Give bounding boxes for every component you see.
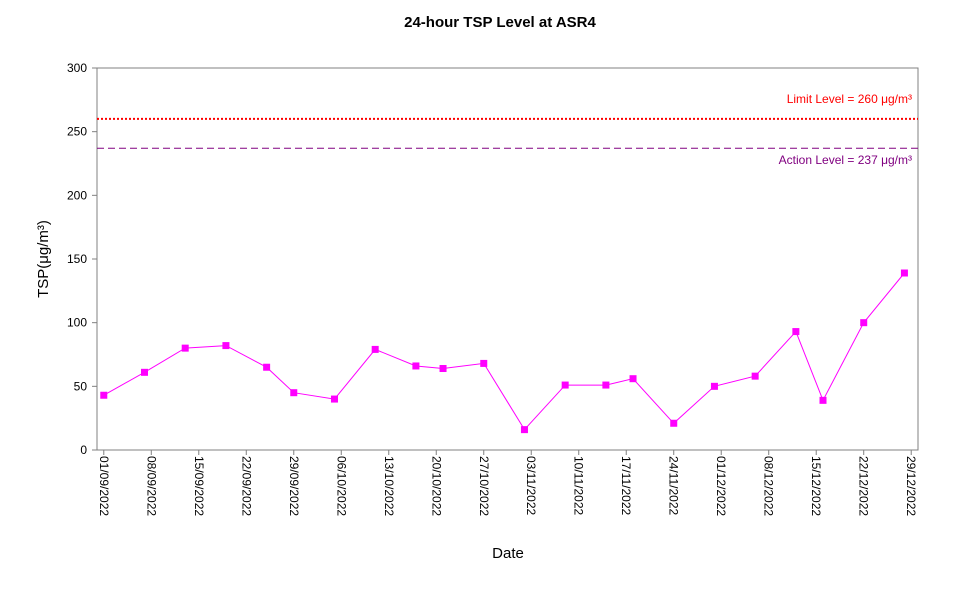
x-tick-label: 22/09/2022 — [239, 456, 253, 516]
x-tick-label: 01/09/2022 — [97, 456, 111, 516]
data-point — [480, 359, 488, 367]
data-point — [900, 269, 908, 277]
x-axis-label: Date — [492, 545, 524, 562]
series-line — [103, 272, 905, 431]
x-tick-label: 03/11/2022 — [524, 456, 538, 515]
y-axis: 0 50 100 150 200 250 300 — [67, 61, 97, 457]
data-point — [290, 389, 298, 397]
x-tick-label: 10/11/2022 — [572, 456, 586, 515]
data-point — [561, 381, 569, 389]
y-tick-label: 0 — [80, 443, 87, 457]
data-point — [819, 396, 827, 404]
y-tick-label: 200 — [67, 188, 87, 202]
data-point — [100, 391, 108, 399]
data-point — [629, 375, 637, 383]
x-tick-label: 08/12/2022 — [762, 456, 776, 516]
reference-lines: Limit Level = 260 μg/m³ Action Level = 23… — [97, 92, 918, 167]
y-tick-label: 300 — [67, 61, 87, 75]
data-point — [751, 372, 759, 380]
x-tick-label: 17/11/2022 — [619, 456, 633, 515]
data-point — [330, 395, 338, 403]
y-tick-label: 150 — [67, 252, 87, 266]
data-point — [670, 419, 678, 427]
y-tick-label: 250 — [67, 125, 87, 139]
data-point — [710, 382, 718, 390]
data-point — [520, 426, 528, 434]
data-point — [371, 345, 379, 353]
x-tick-label: 22/12/2022 — [857, 456, 871, 516]
chart-title: 24-hour TSP Level at ASR4 — [404, 14, 596, 31]
data-point — [181, 344, 189, 352]
y-axis-label: TSP(μg/m³) — [35, 220, 52, 298]
data-point — [263, 363, 271, 371]
x-tick-label: 27/10/2022 — [477, 456, 491, 516]
series-group — [100, 269, 908, 434]
data-point — [140, 368, 148, 376]
x-tick-label: 20/10/2022 — [429, 456, 443, 516]
data-point — [860, 319, 868, 327]
x-tick-label: 08/09/2022 — [144, 456, 158, 516]
x-tick-label: 29/12/2022 — [904, 456, 918, 516]
data-point — [222, 342, 230, 350]
data-point — [602, 381, 610, 389]
reference-line-label: Action Level = 237 μg/m³ — [779, 153, 912, 167]
x-tick-label: 24/11/2022 — [667, 456, 681, 515]
x-tick-label: 15/12/2022 — [809, 456, 823, 516]
x-tick-label: 15/09/2022 — [192, 456, 206, 516]
data-point — [439, 365, 447, 373]
y-tick-label: 100 — [67, 316, 87, 330]
x-tick-label: 01/12/2022 — [714, 456, 728, 516]
data-point — [412, 362, 420, 370]
x-tick-label: 13/10/2022 — [382, 456, 396, 516]
reference-line-label: Limit Level = 260 μg/m³ — [787, 92, 912, 106]
plot-area — [96, 67, 919, 451]
x-tick-label: 29/09/2022 — [287, 456, 301, 516]
x-axis: 01/09/2022 08/09/2022 15/09/2022 22/09/2022… — [97, 450, 918, 516]
y-tick-label: 50 — [74, 379, 88, 393]
data-point — [792, 328, 800, 336]
x-tick-label: 06/10/2022 — [334, 456, 348, 516]
